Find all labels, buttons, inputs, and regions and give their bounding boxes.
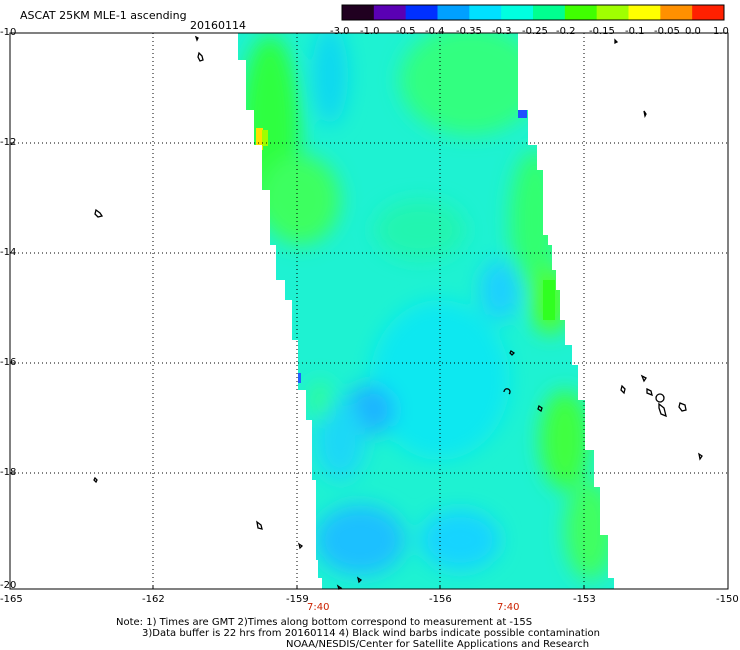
colorbar-swatch: [373, 5, 407, 20]
colorbar: [342, 5, 725, 20]
colorbar-label: -0.35: [456, 26, 482, 37]
map-frame: [9, 32, 729, 590]
island-shape: [356, 576, 363, 584]
lon-label: -159: [286, 594, 309, 605]
island-shape: [655, 393, 665, 403]
island-shape: [509, 350, 516, 356]
island-shape: [614, 38, 619, 45]
island-shape: [537, 404, 543, 413]
colorbar-swatch: [533, 5, 566, 20]
island-shape: [297, 542, 304, 550]
island-outlines: [93, 35, 703, 590]
colorbar-swatch: [692, 5, 725, 20]
colorbar-label: -0.3: [492, 26, 512, 37]
colorbar-swatch: [596, 5, 629, 20]
colorbar-swatch: [501, 5, 534, 20]
island-shape: [678, 402, 687, 412]
island-shape: [197, 51, 204, 62]
time-label: 7:40: [307, 602, 330, 613]
wind-swath: [238, 33, 614, 589]
lon-label: -162: [142, 594, 165, 605]
lon-label: -156: [429, 594, 452, 605]
island-shape: [658, 402, 667, 418]
lat-label: -20: [0, 580, 17, 591]
colorbar-label: -0.05: [654, 26, 680, 37]
colorbar-swatch: [469, 5, 502, 20]
axis-ticks: [10, 32, 585, 590]
colorbar-label: 1.0: [713, 26, 729, 37]
colorbar-label: -0.2: [556, 26, 576, 37]
colorbar-swatch: [405, 5, 438, 20]
lat-label: -10: [0, 27, 17, 38]
note-line-2: 3)Data buffer is 22 hrs from 20160114 4)…: [142, 628, 600, 639]
lon-label: -150: [716, 594, 739, 605]
time-label: 7:40: [497, 602, 520, 613]
lat-label: -14: [0, 247, 17, 258]
colorbar-swatch: [437, 5, 470, 20]
map-date: 20160114: [190, 19, 246, 32]
colorbar-label: -1.0: [360, 26, 380, 37]
grid-lines: [10, 33, 728, 589]
colorbar-swatch: [342, 5, 375, 20]
lon-label: -153: [573, 594, 596, 605]
note-line-1: Note: 1) Times are GMT 2)Times along bot…: [116, 617, 533, 628]
colorbar-swatch: [660, 5, 693, 20]
colorbar-frame: [341, 4, 725, 21]
island-shape: [643, 110, 647, 118]
colorbar-label: -3.0: [330, 26, 350, 37]
colorbar-label: 0.0: [685, 26, 701, 37]
island-shape: [620, 384, 626, 395]
island-shape: [503, 388, 511, 395]
map-title: ASCAT 25KM MLE-1 ascending: [20, 9, 187, 22]
island-shape: [698, 452, 703, 461]
island-shape: [194, 35, 199, 42]
lat-label: -16: [0, 357, 17, 368]
island-shape: [640, 374, 647, 383]
colorbar-label: -0.1: [625, 26, 645, 37]
colorbar-label: -0.15: [589, 26, 615, 37]
lat-label: -18: [0, 467, 17, 478]
lat-label: -12: [0, 137, 17, 148]
island-shape: [646, 387, 653, 397]
colorbar-label: -0.5: [396, 26, 416, 37]
colorbar-label: -0.4: [425, 26, 445, 37]
island-shape: [256, 520, 263, 530]
island-shape: [93, 476, 98, 484]
colorbar-swatch: [628, 5, 661, 20]
lon-label: -165: [0, 594, 23, 605]
colorbar-swatch: [564, 5, 598, 20]
island-shape: [94, 208, 104, 218]
note-line-3: NOAA/NESDIS/Center for Satellite Applica…: [286, 639, 590, 650]
colorbar-label: -0.25: [522, 26, 548, 37]
island-shape: [336, 584, 343, 590]
